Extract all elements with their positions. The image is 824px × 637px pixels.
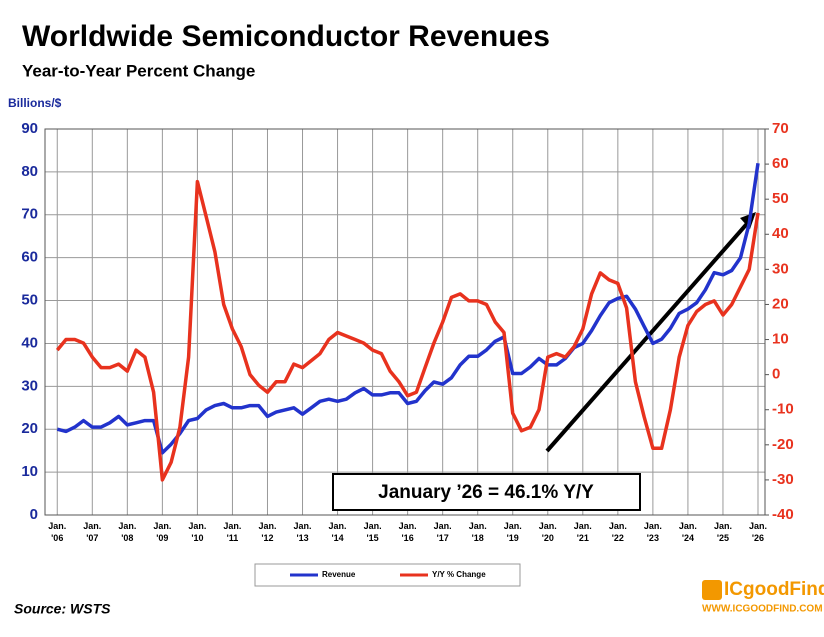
- y-tick-label: 10: [21, 463, 38, 480]
- x-tick-label: Jan. '14: [329, 521, 347, 543]
- x-tick-label: Jan. '12: [258, 521, 276, 543]
- y-axis-label: Billions/$: [8, 96, 62, 110]
- x-tick-label: Jan. '25: [714, 521, 732, 543]
- x-tick-label: Jan. '10: [188, 521, 206, 543]
- y2-tick-label: -40: [772, 506, 794, 523]
- x-tick-label: Jan. '17: [434, 521, 452, 543]
- y-tick-label: 70: [21, 206, 38, 223]
- y2-tick-label: 50: [772, 190, 789, 207]
- x-tick-label: Jan. '08: [118, 521, 136, 543]
- y-tick-label: 40: [21, 334, 38, 351]
- x-tick-label: Jan. '18: [469, 521, 487, 543]
- y2-tick-label: -20: [772, 436, 794, 453]
- series-line: [56, 163, 760, 455]
- x-tick-label: Jan. '22: [609, 521, 627, 543]
- logo: ICgoodFind: [724, 579, 824, 600]
- annotation: January ’26 = 46.1% Y/Y: [378, 482, 594, 503]
- x-tick-label: Jan. '13: [294, 521, 312, 543]
- y-tick-label: 0: [30, 506, 38, 523]
- y-tick-label: 90: [21, 120, 38, 137]
- x-tick-label: Jan. '11: [223, 521, 241, 543]
- y2-tick-label: 20: [772, 295, 789, 312]
- y2-tick-label: 30: [772, 260, 789, 277]
- x-tick-label: Jan. '15: [364, 521, 382, 543]
- x-tick-label: Jan. '20: [539, 521, 557, 543]
- legend-label: Revenue: [322, 570, 356, 579]
- legend: [254, 563, 521, 587]
- y2-tick-label: 0: [772, 366, 780, 383]
- annotation-box: [332, 473, 641, 511]
- x-tick-label: Jan. '19: [504, 521, 522, 543]
- y-tick-label: 20: [21, 420, 38, 437]
- x-tick-label: Jan. '23: [644, 521, 662, 543]
- x-tick-label: Jan. '26: [749, 521, 767, 543]
- y2-tick-label: 10: [772, 331, 789, 348]
- y-tick-label: 30: [21, 377, 38, 394]
- plot-frame: [44, 128, 766, 516]
- logo-url: WWW.ICGOODFIND.COM: [702, 604, 823, 615]
- y2-tick-label: 60: [772, 155, 789, 172]
- source: Source: WSTS: [14, 601, 111, 617]
- series-line: [55, 179, 760, 482]
- x-tick-label: Jan. '09: [153, 521, 171, 543]
- logo-icon: [702, 580, 722, 600]
- x-tick-label: Jan. '24: [679, 521, 697, 543]
- y-tick-label: 60: [21, 249, 38, 266]
- y2-tick-label: 70: [772, 120, 789, 137]
- x-tick-label: Jan. '07: [83, 521, 101, 543]
- x-tick-label: Jan. '16: [399, 521, 417, 543]
- y-tick-label: 50: [21, 292, 38, 309]
- y2-tick-label: 40: [772, 225, 789, 242]
- chart-title: Worldwide Semiconductor Revenues: [22, 20, 550, 53]
- chart-subtitle: Year-to-Year Percent Change: [22, 61, 255, 80]
- y2-tick-label: -30: [772, 471, 794, 488]
- legend-label: Y/Y % Change: [432, 570, 486, 579]
- y-tick-label: 80: [21, 163, 38, 180]
- x-tick-label: Jan. '21: [574, 521, 592, 543]
- y2-tick-label: -10: [772, 401, 794, 418]
- x-tick-label: Jan. '06: [48, 521, 66, 543]
